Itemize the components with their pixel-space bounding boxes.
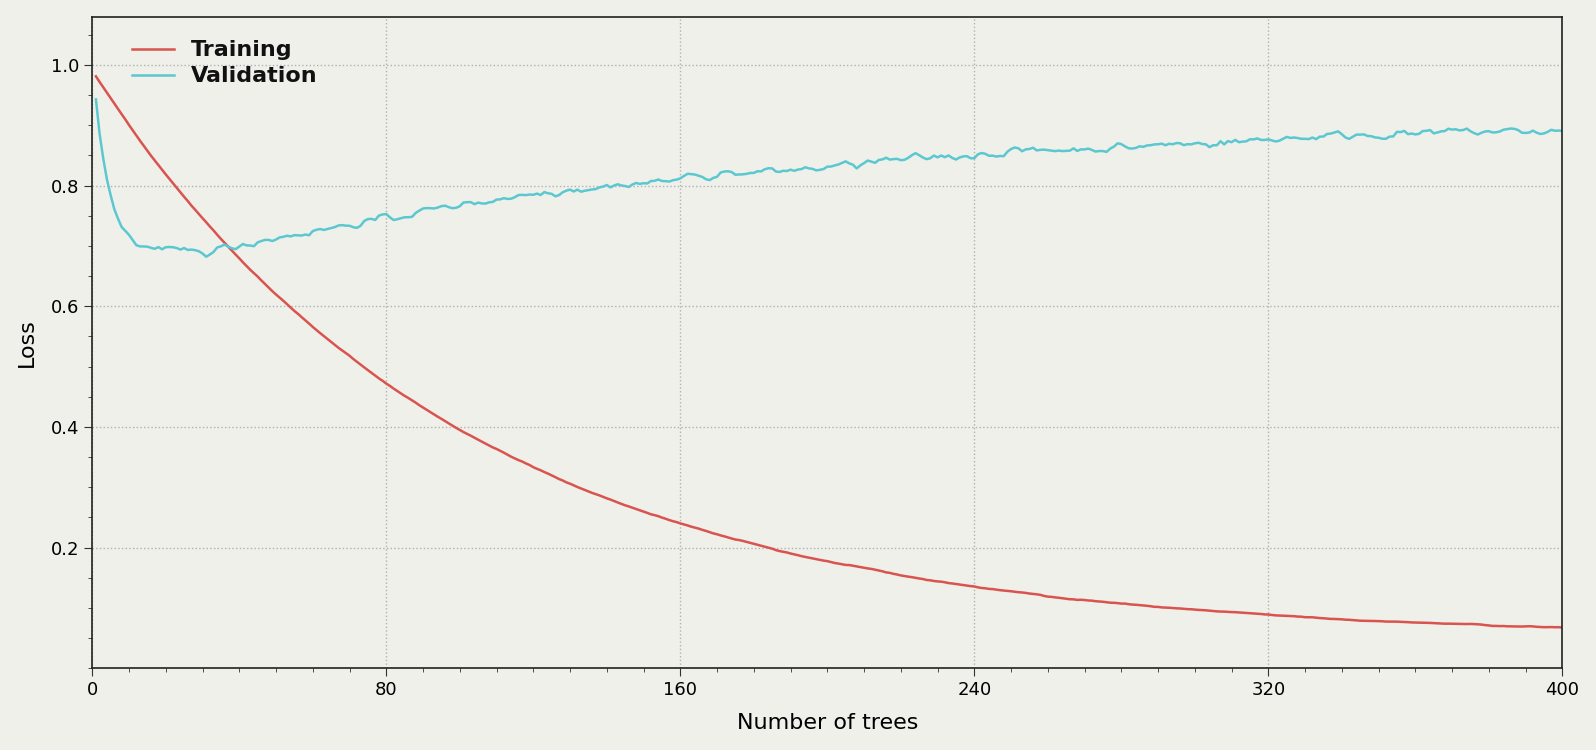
Validation <box>1553 127 1572 136</box>
Validation <box>670 174 689 183</box>
Training <box>1152 603 1171 612</box>
Training <box>1144 602 1163 611</box>
Training <box>667 518 686 526</box>
Training <box>563 481 583 490</box>
Validation <box>86 95 105 104</box>
Validation <box>1149 140 1168 148</box>
Training <box>1009 588 1028 597</box>
X-axis label: Number of trees: Number of trees <box>737 713 918 734</box>
Training <box>1553 623 1572 632</box>
Y-axis label: Loss: Loss <box>16 318 37 367</box>
Validation <box>267 235 286 244</box>
Training <box>263 286 282 296</box>
Legend: Training, Validation: Training, Validation <box>132 40 318 86</box>
Line: Training: Training <box>96 76 1562 628</box>
Validation <box>568 185 587 194</box>
Line: Validation: Validation <box>96 100 1562 256</box>
Training <box>86 72 105 81</box>
Validation <box>1156 141 1175 150</box>
Validation <box>196 252 215 261</box>
Validation <box>1012 147 1031 156</box>
